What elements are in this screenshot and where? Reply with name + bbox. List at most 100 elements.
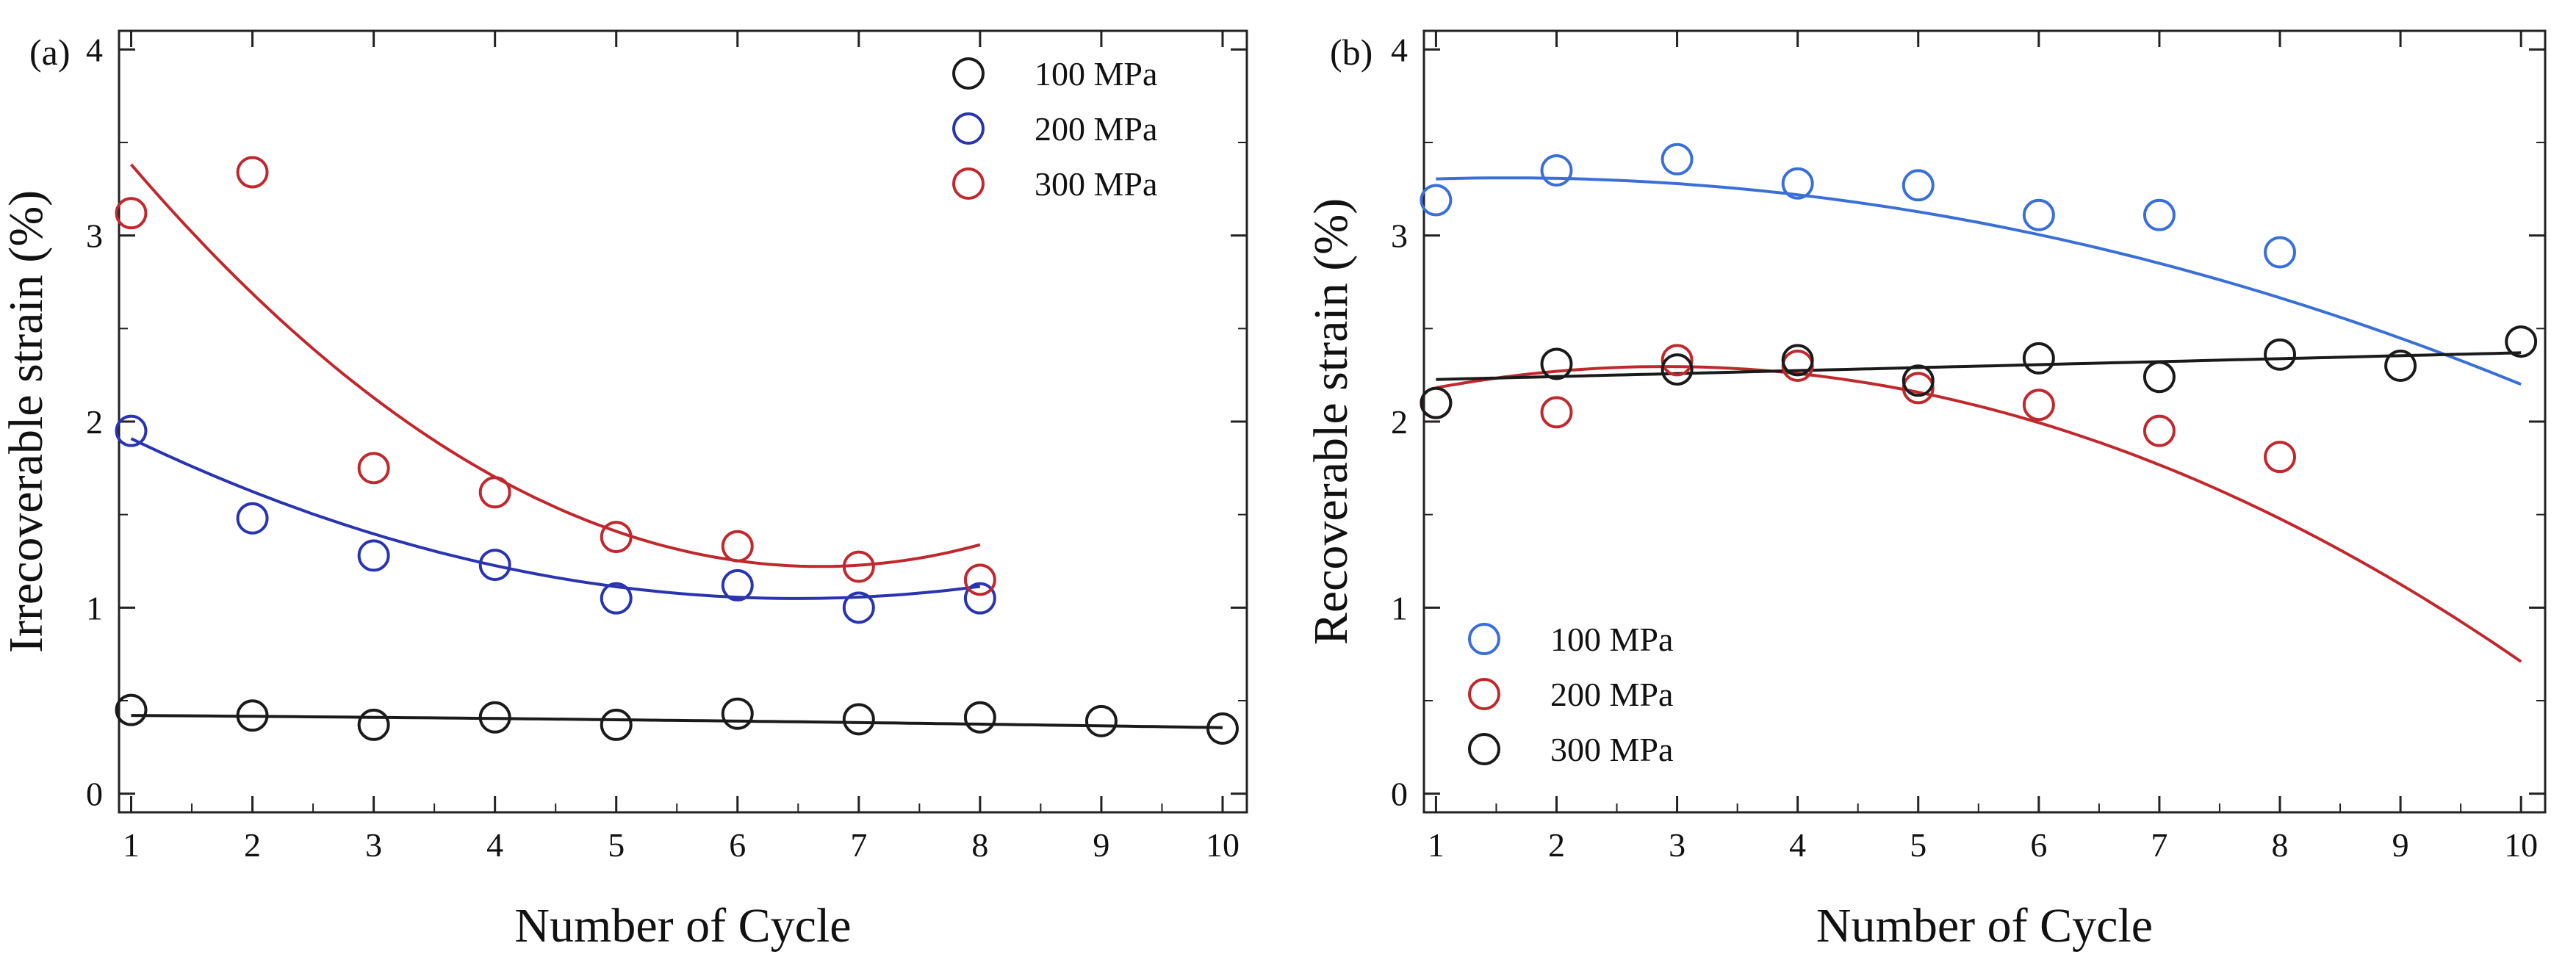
data-point	[2264, 236, 2297, 269]
legend-a: 100 MPa 200 MPa 300 MPa	[952, 55, 1157, 203]
x-tick-label: 1	[1428, 826, 1444, 864]
data-point	[842, 550, 875, 583]
legend-marker	[1468, 623, 1500, 655]
x-tick-label: 1	[123, 826, 140, 864]
y-tick-label: 2	[86, 403, 103, 441]
legend-label: 300 MPa	[1035, 165, 1157, 203]
data-point	[2022, 389, 2055, 422]
data-point	[2264, 441, 2297, 474]
fit-curves-a	[129, 163, 1223, 729]
legend-label: 300 MPa	[1550, 731, 1673, 768]
data-point	[2505, 325, 2538, 358]
y-axis-label-b: Recoverable strain (%)	[1304, 198, 1358, 645]
data-point	[1206, 712, 1239, 745]
data-point	[236, 699, 269, 732]
data-points-b	[1420, 142, 2538, 474]
legend-label: 100 MPa	[1550, 621, 1673, 658]
legend-marker	[952, 112, 985, 145]
data-point	[1661, 142, 1694, 176]
data-point	[963, 701, 996, 734]
x-axis-label-a: Number of Cycle	[514, 899, 851, 953]
data-point	[1781, 344, 1814, 377]
data-point	[842, 591, 875, 624]
legend-marker	[1468, 733, 1500, 765]
x-tick-label: 3	[365, 826, 382, 864]
data-point	[1084, 704, 1118, 737]
fit-curve-200-mpa	[1436, 365, 2522, 663]
x-tick-label: 3	[1669, 826, 1685, 864]
x-tick-label: 6	[729, 826, 746, 864]
data-point	[1661, 344, 1694, 377]
legend-marker	[952, 57, 985, 90]
x-tick-label: 5	[1910, 826, 1926, 864]
x-tick-label: 5	[608, 826, 625, 864]
data-point	[236, 156, 269, 189]
data-point	[1661, 353, 1694, 386]
fit-curve-300-mpa	[129, 163, 981, 568]
legend-marker	[952, 167, 985, 200]
data-point	[1781, 167, 1814, 200]
fit-curves-b	[1436, 176, 2522, 663]
panel-label-a: (a)	[29, 32, 71, 73]
data-point	[115, 197, 148, 230]
y-tick-label: 4	[86, 31, 103, 68]
x-tick-label: 4	[1789, 826, 1806, 864]
data-point	[2143, 414, 2176, 447]
data-point	[1540, 154, 1573, 187]
legend-label: 100 MPa	[1035, 55, 1157, 93]
y-tick-label: 0	[86, 776, 103, 813]
legend-marker	[1468, 678, 1500, 710]
data-point	[1420, 184, 1453, 217]
data-point	[2022, 342, 2055, 375]
data-point	[1902, 169, 1935, 202]
data-point	[1540, 396, 1573, 429]
data-point	[842, 703, 875, 736]
data-point	[1420, 386, 1453, 419]
fit-curve-100-mpa	[1436, 176, 2522, 386]
data-point	[478, 701, 511, 734]
data-point	[600, 708, 633, 741]
data-point	[357, 452, 390, 485]
data-point	[2143, 198, 2176, 231]
x-tick-label: 2	[244, 826, 261, 864]
data-point	[1540, 347, 1573, 380]
x-tick-label: 8	[971, 826, 988, 864]
x-tick-label: 7	[850, 826, 867, 864]
x-tick-label: 10	[1206, 826, 1240, 864]
legend-label: 200 MPa	[1550, 676, 1673, 713]
fit-curve-200-mpa	[130, 437, 981, 600]
panel-a: (a) Number of Cycle Irrecoverable strain…	[0, 29, 1248, 953]
data-point	[115, 693, 148, 726]
data-point	[2264, 338, 2297, 371]
x-tick-label: 7	[2151, 826, 2167, 864]
data-point	[2022, 198, 2055, 231]
y-tick-label: 3	[86, 217, 103, 255]
y-axis-label-a: Irrecoverable strain (%)	[0, 190, 53, 653]
data-point	[357, 708, 390, 741]
data-point	[1902, 364, 1935, 397]
x-tick-label: 2	[1548, 826, 1565, 864]
legend-b: 100 MPa 200 MPa 300 MPa	[1468, 621, 1673, 768]
y-tick-label: 2	[1391, 403, 1408, 441]
plot-frame-a	[118, 29, 1248, 814]
data-point	[115, 414, 148, 447]
data-point	[236, 502, 269, 535]
x-tick-label: 10	[2504, 826, 2538, 864]
x-tick-label: 6	[2030, 826, 2047, 864]
x-axis-label-b: Number of Cycle	[1816, 899, 2153, 953]
legend-label: 200 MPa	[1035, 110, 1157, 148]
y-tick-label: 3	[1391, 217, 1408, 255]
y-tick-label: 1	[1391, 589, 1408, 626]
fit-curve-100-mpa	[131, 714, 1223, 729]
panel-b: (b) Number of Cycle Recoverable strain (…	[1304, 29, 2547, 953]
data-point	[600, 582, 633, 615]
panel-label-b: (b)	[1330, 32, 1372, 73]
data-point	[1902, 372, 1935, 405]
data-point	[721, 568, 754, 602]
data-point	[2384, 350, 2417, 382]
x-tick-label: 9	[2392, 826, 2409, 864]
data-points-a	[115, 156, 1239, 745]
